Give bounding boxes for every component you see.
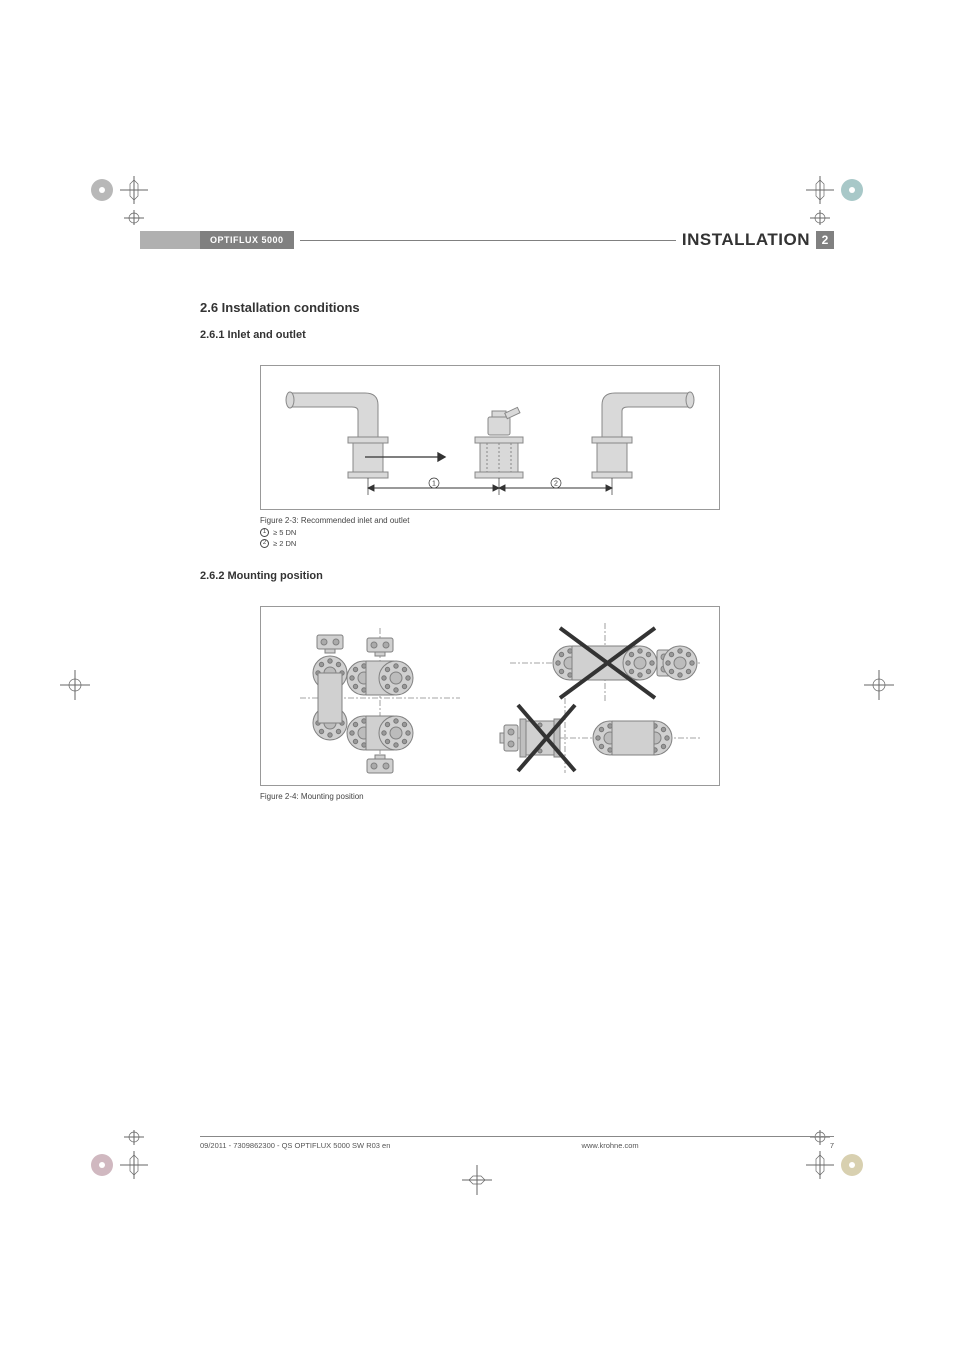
page-footer: 09/2011 - 7309862300 - QS OPTIFLUX 5000 … [200, 1136, 834, 1150]
header-rule [300, 240, 676, 241]
product-name-chip: OPTIFLUX 5000 [200, 231, 294, 249]
legend-text: ≥ 2 DN [273, 538, 296, 549]
footer-docinfo: 09/2011 - 7309862300 - QS OPTIFLUX 5000 … [200, 1141, 390, 1150]
cropmark-bottom-center [457, 1165, 497, 1200]
figure2-caption: Figure 2-4: Mounting position [260, 792, 720, 801]
figure-mounting-position [260, 606, 720, 786]
legend-item: 1 ≥ 5 DN [260, 527, 720, 538]
legend-marker: 2 [260, 539, 269, 548]
svg-text:1: 1 [432, 481, 436, 488]
cropmark-top-right [794, 155, 864, 230]
section-title: INSTALLATION [682, 230, 810, 250]
cropmark-top-left [90, 155, 160, 230]
legend-item: 2 ≥ 2 DN [260, 538, 720, 549]
section-number-badge: 2 [816, 231, 834, 249]
cropmark-mid-left [60, 670, 100, 705]
heading-installation-conditions: 2.6 Installation conditions [200, 300, 834, 315]
footer-url: www.krohne.com [582, 1141, 639, 1150]
svg-text:2: 2 [554, 481, 558, 488]
cropmark-mid-right [854, 670, 894, 705]
figure1-caption: Figure 2-3: Recommended inlet and outlet [260, 516, 720, 525]
figure1-legend: 1 ≥ 5 DN 2 ≥ 2 DN [260, 527, 720, 550]
header-lead-bar [140, 231, 200, 249]
heading-mounting-position: 2.6.2 Mounting position [200, 570, 834, 582]
legend-text: ≥ 5 DN [273, 527, 296, 538]
legend-marker: 1 [260, 528, 269, 537]
heading-inlet-outlet: 2.6.1 Inlet and outlet [200, 329, 834, 341]
page-header: OPTIFLUX 5000 INSTALLATION 2 [200, 230, 834, 250]
page-content: OPTIFLUX 5000 INSTALLATION 2 2.6 Install… [200, 230, 834, 1150]
figure-inlet-outlet: 1 2 [260, 365, 720, 510]
footer-page-number: 7 [830, 1141, 834, 1150]
cropmark-bottom-left [90, 1130, 160, 1205]
